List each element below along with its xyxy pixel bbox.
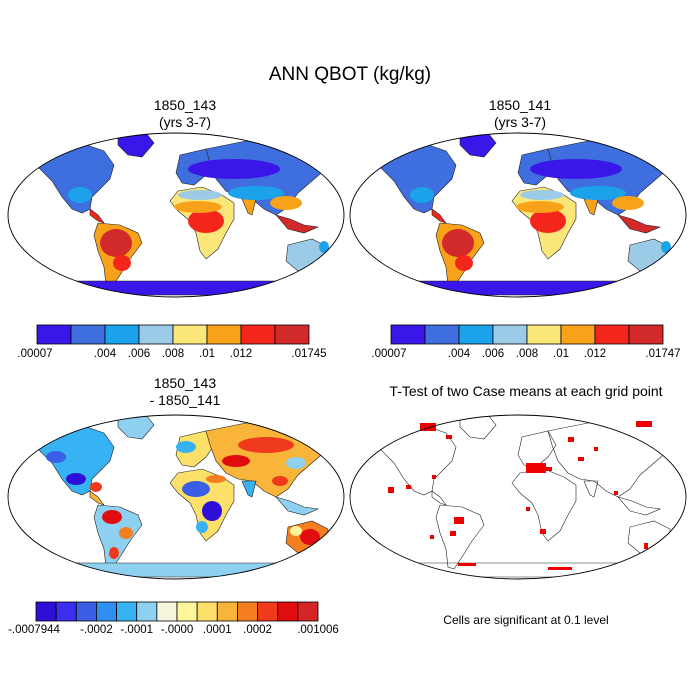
colorbar-swatch (116, 601, 138, 622)
colorbar-tick-label: -.0002 (80, 624, 113, 636)
panel-3-title-line2: - 1850_141 (149, 392, 221, 408)
colorbar-swatch (138, 324, 174, 345)
map-panel-3 (8, 415, 344, 579)
panel-1-title-line1: 1850_143 (153, 97, 217, 113)
colorbar-tick-label: .008 (162, 348, 184, 360)
panel-3-title-line1: 1850_143 (153, 375, 217, 391)
colorbar-swatch (104, 324, 140, 345)
colorbar-swatch (196, 601, 218, 622)
panel-3-title: 1850_143 - 1850_141 (20, 375, 350, 409)
panel-1-title: 1850_143 (yrs 3-7) (20, 97, 350, 131)
colorbar-3: -.0007944 -.0002 -.0001 -.0000 .0001 .0002 .00… (8, 601, 339, 636)
colorbar-tick-label: .006 (482, 348, 504, 360)
colorbar-tick-label: .00007 (17, 348, 52, 360)
colorbar-tick-label: .0001 (203, 624, 232, 636)
panel-2-title: 1850_141 (yrs 3-7) (355, 97, 685, 131)
colorbar-swatch (55, 601, 77, 622)
colorbar-2: .00007 .004 .006 .008 .01 .012 .01747 (371, 324, 681, 360)
colorbar-swatch (136, 601, 158, 622)
colorbar-swatch (297, 601, 319, 622)
colorbar-swatch (560, 324, 596, 345)
colorbar-swatch (216, 601, 238, 622)
panel-1-title-line2: (yrs 3-7) (158, 114, 212, 130)
colorbar-tick-label: -.0007944 (8, 624, 60, 636)
colorbar-swatch (274, 324, 310, 345)
colorbar-swatch (526, 324, 562, 345)
colorbar-swatch (257, 601, 279, 622)
colorbar-tick-label: .01747 (645, 348, 680, 360)
panel-2-title-line1: 1850_141 (488, 97, 552, 113)
colorbar-swatch (176, 601, 198, 622)
colorbar-swatch (156, 601, 178, 622)
significance-note: Cells are significant at 0.1 level (443, 613, 609, 627)
panel-4-title: T-Test of two Case means at each grid po… (389, 383, 663, 399)
colorbar-tick-label: -.0000 (161, 624, 194, 636)
colorbar-swatch (594, 324, 630, 345)
colorbar-swatch (390, 324, 426, 345)
colorbar-swatch (237, 601, 258, 622)
map-panel-4 (350, 415, 686, 579)
colorbar-tick-label: .01 (199, 348, 215, 360)
colorbar-tick-label: .008 (516, 348, 538, 360)
colorbar-swatch (240, 324, 276, 345)
colorbar-swatch (277, 601, 299, 622)
colorbar-swatch (458, 324, 494, 345)
colorbar-swatch (206, 324, 242, 345)
colorbar-tick-label: .001006 (297, 624, 339, 636)
colorbar-swatch (96, 601, 117, 622)
colorbar-1: .00007 .004 .006 .008 .01 .012 .01745 (17, 324, 327, 360)
colorbar-swatch (628, 324, 664, 345)
main-title: ANN QBOT (kg/kg) (268, 64, 432, 85)
colorbar-swatch (36, 324, 72, 345)
colorbar-tick-label: .012 (584, 348, 606, 360)
colorbar-swatch (70, 324, 106, 345)
colorbar-swatch (424, 324, 460, 345)
map-panel-1 (8, 133, 344, 297)
colorbar-tick-label: .01 (553, 348, 569, 360)
panel-2-title-line2: (yrs 3-7) (493, 114, 547, 130)
colorbar-tick-label: .004 (448, 348, 471, 360)
colorbar-tick-label: .012 (230, 348, 252, 360)
colorbar-swatch (172, 324, 208, 345)
map-panel-2 (350, 133, 686, 297)
colorbar-tick-label: -.0001 (120, 624, 153, 636)
colorbar-tick-label: .0002 (243, 624, 272, 636)
colorbar-tick-label: .004 (94, 348, 117, 360)
colorbar-tick-label: .00007 (371, 348, 406, 360)
colorbar-tick-label: .006 (128, 348, 150, 360)
colorbar-tick-label: .01745 (291, 348, 326, 360)
colorbar-swatch (492, 324, 528, 345)
colorbar-swatch (35, 601, 57, 622)
colorbar-swatch (75, 601, 97, 622)
